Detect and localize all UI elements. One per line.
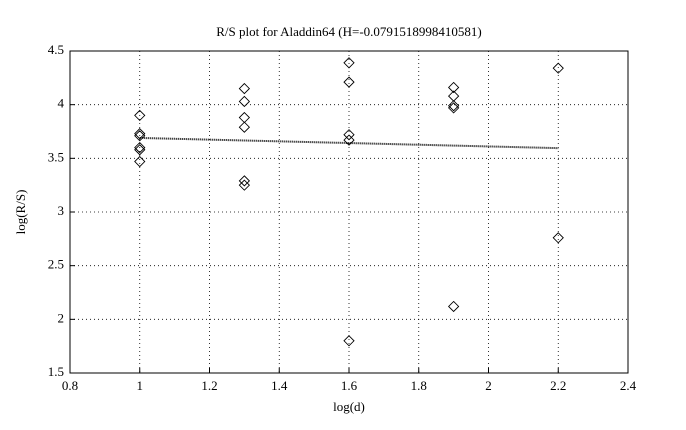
data-point — [134, 141, 146, 154]
y-tick-label: 2.5 — [48, 257, 64, 272]
x-tick-label: 2.4 — [620, 378, 637, 393]
data-point — [343, 335, 355, 347]
y-tick-label: 3 — [58, 203, 65, 218]
data-point — [134, 130, 146, 142]
x-tick-label: 1.8 — [411, 378, 427, 393]
x-tick-label: 1 — [137, 378, 144, 393]
y-axis-label: log(R/S) — [13, 190, 28, 235]
plot-frame — [69, 50, 629, 374]
chart-title: R/S plot for Aladdin64 (H=-0.07915189984… — [216, 24, 482, 39]
data-point — [134, 155, 146, 168]
data-point — [343, 57, 355, 69]
data-point — [447, 81, 460, 94]
data-point — [238, 179, 251, 191]
x-tick-label: 1.2 — [201, 378, 217, 393]
y-tick-label: 4 — [58, 96, 65, 111]
data-point — [238, 175, 251, 187]
data-point — [343, 134, 355, 146]
data-point — [343, 76, 355, 88]
data-point — [552, 62, 564, 74]
data-point — [447, 100, 460, 112]
data-point — [238, 121, 251, 133]
data-point — [238, 95, 251, 108]
y-tick-label: 3.5 — [48, 149, 64, 164]
x-tick-label: 1.6 — [341, 378, 358, 393]
data-point — [134, 109, 146, 122]
data-point — [238, 82, 251, 95]
fit-line — [139, 136, 559, 150]
data-point — [343, 129, 355, 141]
x-tick-label: 2.2 — [550, 378, 566, 393]
data-point — [447, 102, 460, 114]
y-tick-label: 1.5 — [48, 364, 64, 379]
x-tick-label: 2 — [485, 378, 492, 393]
x-tick-label: 1.4 — [271, 378, 288, 393]
data-point — [134, 144, 146, 156]
x-tick-label: 0.8 — [62, 378, 78, 393]
data-point — [447, 300, 460, 313]
data-point — [552, 232, 564, 244]
y-tick-label: 2 — [58, 310, 65, 325]
y-tick-label: 4.5 — [48, 42, 64, 57]
x-axis-label: log(d) — [333, 399, 365, 414]
